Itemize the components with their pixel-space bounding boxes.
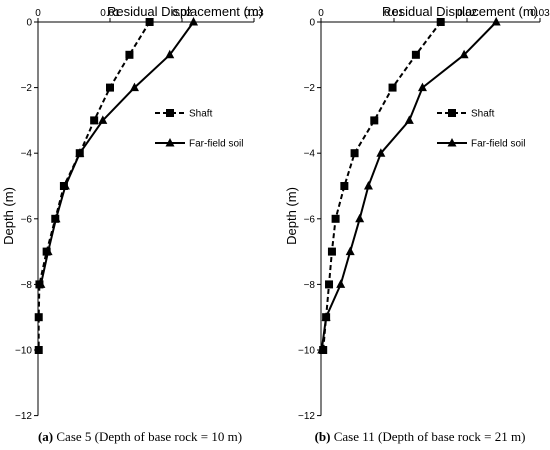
far-field-soil-point-a — [60, 181, 70, 190]
y-tick-label-a: −8 — [21, 280, 33, 291]
x-tick-label-b: 0.01 — [384, 8, 404, 19]
far-field-soil-point-b — [417, 82, 427, 92]
legend-label-far-field-soil-b: Far-field soil — [471, 139, 525, 150]
caption-a: (a) Case 5 (Depth of base rock = 10 m) — [38, 429, 242, 444]
legend-marker-shaft-b — [448, 109, 456, 117]
shaft-point-b — [350, 149, 359, 158]
y-tick-label-a: −12 — [15, 411, 32, 422]
shaft-point-b — [388, 83, 397, 92]
shaft-point-b — [370, 116, 379, 125]
shaft-point-a — [125, 50, 134, 59]
y-tick-label-b: −8 — [304, 280, 316, 291]
y-tick-label-b: −6 — [304, 214, 316, 225]
far-field-soil-point-b — [345, 246, 355, 256]
shaft-point-b — [325, 280, 334, 289]
far-field-soil-point-b — [459, 49, 469, 59]
caption-b: (b) Case 11 (Depth of base rock = 21 m) — [315, 429, 526, 444]
far-field-soil-point-a — [165, 49, 175, 59]
caption-b-label: (b) — [315, 429, 331, 444]
x-tick-label-a: 0.03 — [244, 8, 264, 19]
chart-panel-b: Residual Displacement (m) Depth (m) 0 0.0… — [284, 4, 550, 444]
shaft-point-a — [106, 83, 114, 92]
far-field-soil-point-b — [376, 148, 386, 157]
legend-label-far-field-soil-a: Far-field soil — [189, 139, 243, 150]
x-tick-label-b: 0 — [318, 8, 324, 19]
shaft-point-b — [436, 18, 445, 26]
far-field-soil-point-b — [491, 17, 501, 26]
x-tick-label-b: 0.02 — [457, 8, 477, 19]
far-field-soil-point-b — [321, 312, 331, 321]
far-field-soil-point-a — [75, 148, 85, 157]
far-field-soil-point-a — [36, 279, 46, 288]
y-tick-label-a: −2 — [21, 83, 33, 94]
caption-a-text: Case 5 (Depth of base rock = 10 m) — [53, 429, 242, 444]
caption-a-label: (a) — [38, 429, 53, 444]
x-axis-title-b: Residual Displacement (m) — [382, 4, 538, 19]
plot-area-b: 0 0.01 0.02 0.03 0 −2 −4 −6 −8 −10 −12 Shaft Far-fie… — [298, 8, 550, 422]
caption-b-text: Case 11 (Depth of base rock = 21 m) — [330, 429, 525, 444]
legend-label-shaft-a: Shaft — [189, 109, 213, 120]
legend-marker-far-field-soil-b — [447, 138, 457, 147]
shaft-point-b — [340, 182, 349, 190]
legend-marker-far-field-soil-a — [165, 138, 175, 147]
far-field-soil-point-a — [43, 246, 53, 256]
far-field-soil-point-b — [336, 279, 346, 288]
shaft-point-a — [34, 346, 43, 354]
x-tick-label-a: 0.02 — [172, 8, 192, 19]
legend-entry-shaft-b: Shaft — [437, 109, 495, 120]
y-tick-label-b: 0 — [309, 18, 315, 29]
chart-panel-a: Residual Displacement (m) Depth (m) 0 0.0… — [1, 4, 264, 444]
y-tick-label-b: −2 — [304, 83, 316, 94]
series-line-shaft-b — [322, 21, 442, 351]
far-field-soil-point-b — [317, 345, 327, 354]
y-tick-label-a: −6 — [21, 214, 33, 225]
y-tick-label-b: −4 — [304, 149, 316, 160]
x-axis-title-a: Residual Displacement (m) — [107, 4, 263, 19]
far-field-soil-point-a — [51, 213, 61, 223]
legend-entry-far-field-soil-b: Far-field soil — [437, 138, 525, 150]
x-tick-label-a: 0 — [35, 8, 41, 19]
plot-area-a: 0 0.01 0.02 0.03 0 −2 −4 −6 −8 −10 −12 Shaft Far-fie… — [15, 8, 264, 422]
legend-marker-shaft-a — [166, 109, 174, 117]
far-field-soil-point-a — [129, 82, 139, 92]
legend-label-shaft-b: Shaft — [471, 109, 495, 120]
y-tick-label-a: 0 — [26, 18, 32, 29]
far-field-soil-point-b — [355, 213, 365, 223]
far-field-soil-point-a — [98, 115, 108, 124]
y-tick-label-b: −12 — [298, 411, 315, 422]
shaft-point-b — [411, 50, 420, 59]
x-tick-label-b: 0.03 — [530, 8, 550, 19]
x-tick-label-a: 0.01 — [100, 8, 120, 19]
far-field-soil-point-b — [363, 181, 373, 190]
y-tick-label-a: −10 — [15, 346, 32, 357]
legend-entry-far-field-soil-a: Far-field soil — [155, 138, 243, 150]
shaft-point-b — [331, 214, 340, 223]
y-axis-title-a: Depth (m) — [1, 187, 16, 245]
shaft-point-b — [327, 247, 336, 256]
far-field-soil-point-b — [404, 115, 414, 124]
shaft-point-a — [145, 18, 154, 26]
legend-entry-shaft-a: Shaft — [155, 109, 213, 120]
y-axis-title-b: Depth (m) — [284, 187, 299, 245]
y-tick-label-b: −10 — [298, 346, 315, 357]
shaft-point-a — [34, 313, 43, 322]
far-field-soil-point-a — [189, 17, 199, 26]
shaft-point-a — [90, 116, 99, 125]
y-tick-label-a: −4 — [21, 149, 33, 160]
